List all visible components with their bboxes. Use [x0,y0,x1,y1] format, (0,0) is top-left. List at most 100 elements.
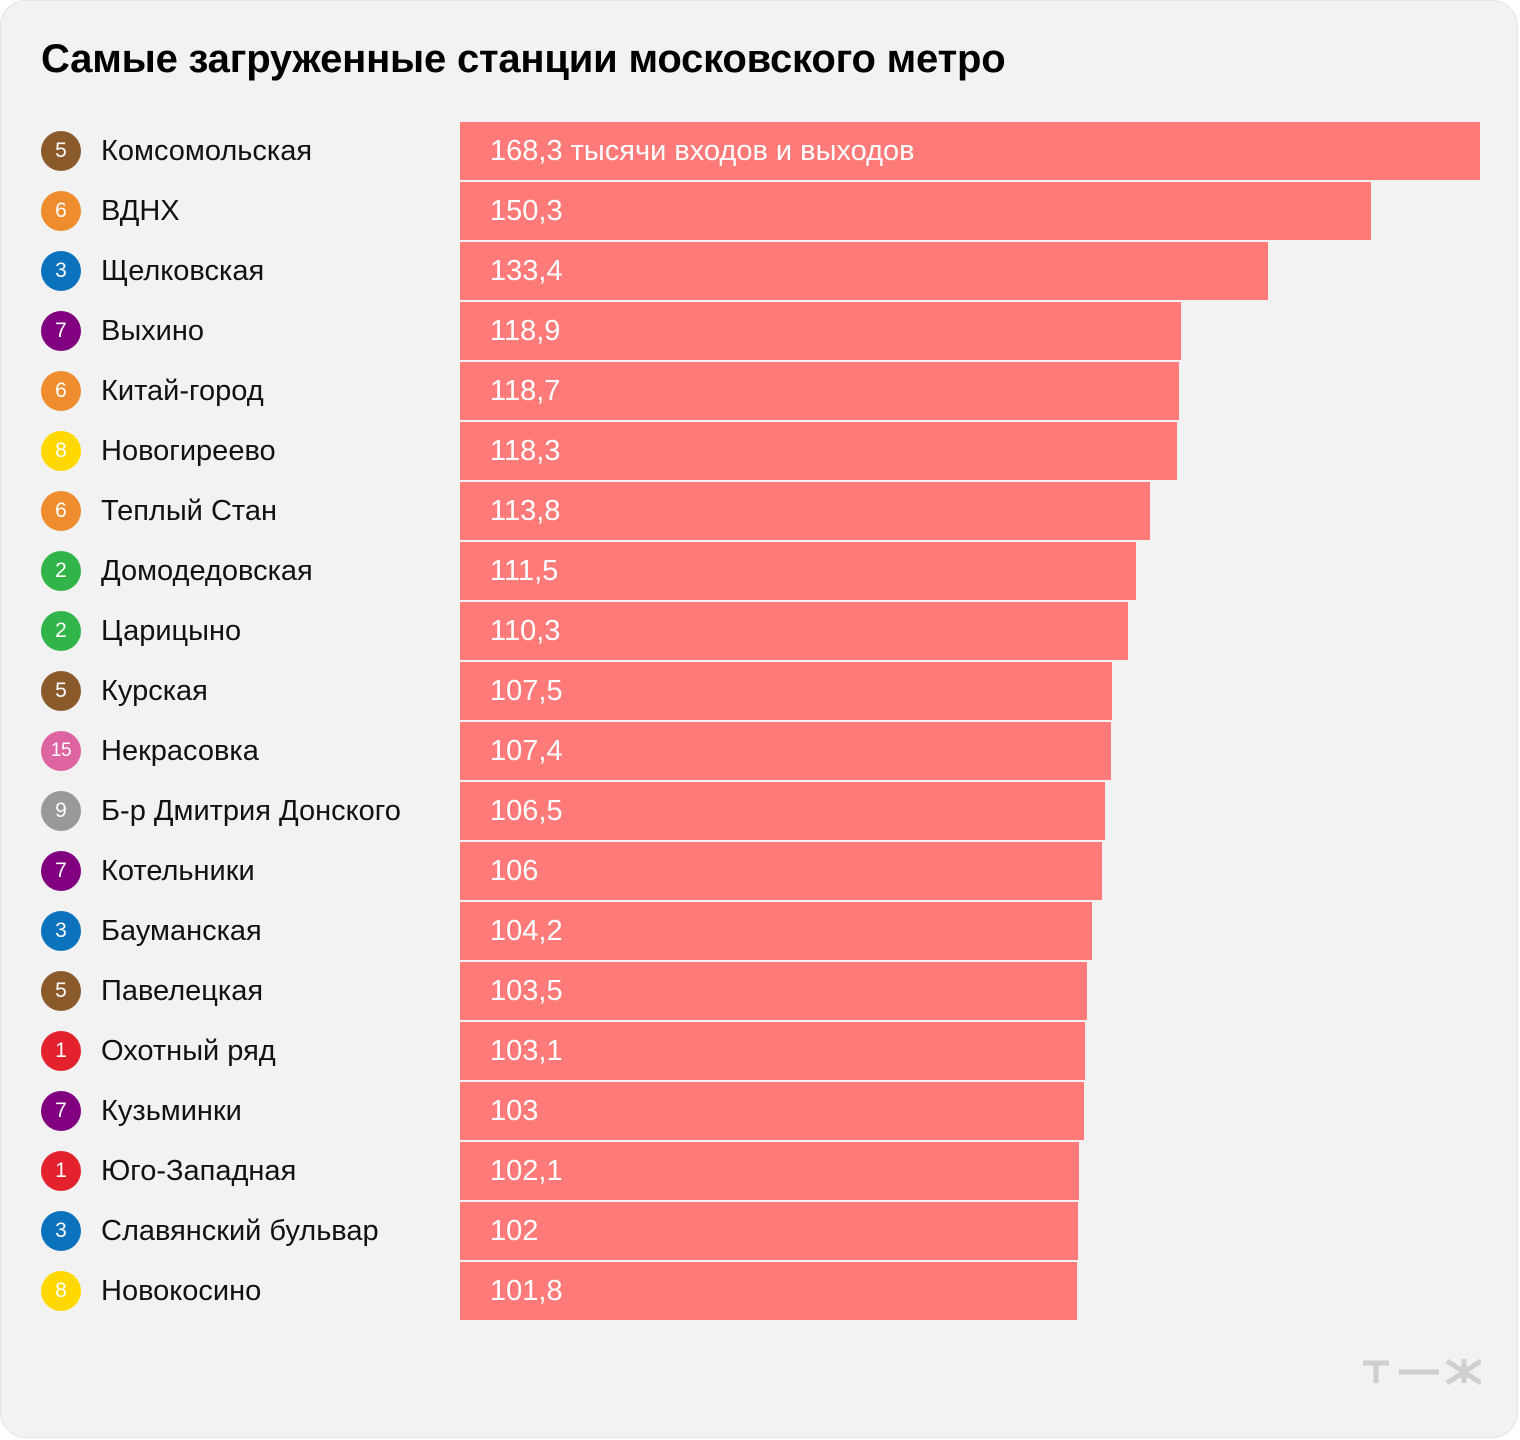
bar-value-label: 150,3 [490,195,563,227]
metro-line-badge: 7 [41,1091,81,1131]
bar [460,1082,1084,1140]
station-label: Славянский бульвар [101,1215,379,1247]
metro-line-badge: 2 [41,551,81,591]
tzh-logo [1363,1358,1481,1385]
metro-line-badge: 3 [41,1211,81,1251]
bar-row: 1 Охотный ряд 103,1 [1,1021,1520,1081]
bar-value-label: 102 [490,1215,539,1247]
chart-title: Самые загруженные станции московского ме… [41,37,1006,81]
bar [460,122,1480,180]
bar-value-label: 107,5 [490,675,563,707]
metro-line-badge: 5 [41,971,81,1011]
bar [460,542,1136,600]
bar-value-label: 168,3 тысячи входов и выходов [490,135,915,167]
bar [460,302,1181,360]
bar [460,1262,1077,1320]
station-label: Новогиреево [101,435,276,467]
metro-line-badge: 15 [41,731,81,771]
bar [460,362,1179,420]
bar-row: 1 Юго-Западная 102,1 [1,1141,1520,1201]
bar [460,242,1268,300]
bar-rows: 5 Комсомольская 168,3 тысячи входов и выхо… [1,121,1520,1321]
bar-row: 2 Домодедовская 111,5 [1,541,1520,601]
station-label: Охотный ряд [101,1035,276,1067]
bar-row: 8 Новокосино 101,8 [1,1261,1520,1321]
bar-row: 5 Комсомольская 168,3 тысячи входов и выхо… [1,121,1520,181]
bar [460,182,1371,240]
station-label: Выхино [101,315,205,347]
bar [460,902,1092,960]
station-label: Китай-город [101,375,264,407]
station-label: Некрасовка [101,735,259,767]
metro-line-badge: 6 [41,191,81,231]
station-label: Новокосино [101,1275,262,1307]
metro-line-badge: 9 [41,791,81,831]
station-label: Юго-Западная [101,1155,297,1187]
bar-value-label: 103 [490,1095,539,1127]
bar-row: 7 Выхино 118,9 [1,301,1520,361]
bar [460,1142,1079,1200]
station-label: Б-р Дмитрия Донского [101,795,401,827]
bar-value-label: 111,5 [490,555,559,587]
bar-row: 3 Бауманская 104,2 [1,901,1520,961]
station-label: Курская [101,675,208,707]
bar [460,1202,1078,1260]
bar-value-label: 103,1 [490,1035,563,1067]
bar [460,782,1105,840]
bar-row: 3 Щелковская 133,4 [1,241,1520,301]
bar-row: 2 Царицыно 110,3 [1,601,1520,661]
bar [460,962,1087,1020]
metro-line-badge: 3 [41,251,81,291]
bar-row: 6 ВДНХ 150,3 [1,181,1520,241]
station-label: Домодедовская [101,555,313,587]
metro-line-badge: 7 [41,311,81,351]
metro-line-badge: 5 [41,131,81,171]
bar-row: 6 Китай-город 118,7 [1,361,1520,421]
station-label: Павелецкая [101,975,264,1007]
bar-row: 5 Павелецкая 103,5 [1,961,1520,1021]
station-label: Бауманская [101,915,262,947]
station-label: Царицыно [101,615,242,647]
bar-value-label: 118,9 [490,315,561,347]
bar-value-label: 106 [490,855,539,887]
metro-line-badge: 3 [41,911,81,951]
metro-line-badge: 1 [41,1031,81,1071]
bar [460,422,1177,480]
bar-value-label: 104,2 [490,915,563,947]
bar-value-label: 133,4 [490,255,563,287]
bar [460,722,1111,780]
station-label: Теплый Стан [101,495,277,527]
metro-line-badge: 7 [41,851,81,891]
bar-row: 7 Котельники 106 [1,841,1520,901]
metro-line-badge: 6 [41,371,81,411]
bar [460,602,1128,660]
metro-line-badge: 5 [41,671,81,711]
station-label: Щелковская [101,255,265,287]
bar-row: 7 Кузьминки 103 [1,1081,1520,1141]
bar-value-label: 103,5 [490,975,563,1007]
station-label: Комсомольская [101,135,313,167]
bar-value-label: 110,3 [490,615,561,647]
bar-row: 6 Теплый Стан 113,8 [1,481,1520,541]
bar [460,662,1112,720]
bar-value-label: 118,7 [490,375,561,407]
bar-value-label: 107,4 [490,735,563,767]
bar-value-label: 101,8 [490,1275,563,1307]
bar-row: 8 Новогиреево 118,3 [1,421,1520,481]
bar-row: 15 Некрасовка 107,4 [1,721,1520,781]
bar-row: 3 Славянский бульвар 102 [1,1201,1520,1261]
bar-value-label: 113,8 [490,495,561,527]
metro-line-badge: 2 [41,611,81,651]
bar-row: 9 Б-р Дмитрия Донского 106,5 [1,781,1520,841]
metro-line-badge: 8 [41,431,81,471]
station-label: Котельники [101,855,255,887]
station-label: ВДНХ [101,195,180,227]
metro-line-badge: 1 [41,1151,81,1191]
bar [460,482,1150,540]
metro-line-badge: 8 [41,1271,81,1311]
metro-line-badge: 6 [41,491,81,531]
bar-value-label: 118,3 [490,435,561,467]
bar [460,842,1102,900]
bar-row: 5 Курская 107,5 [1,661,1520,721]
